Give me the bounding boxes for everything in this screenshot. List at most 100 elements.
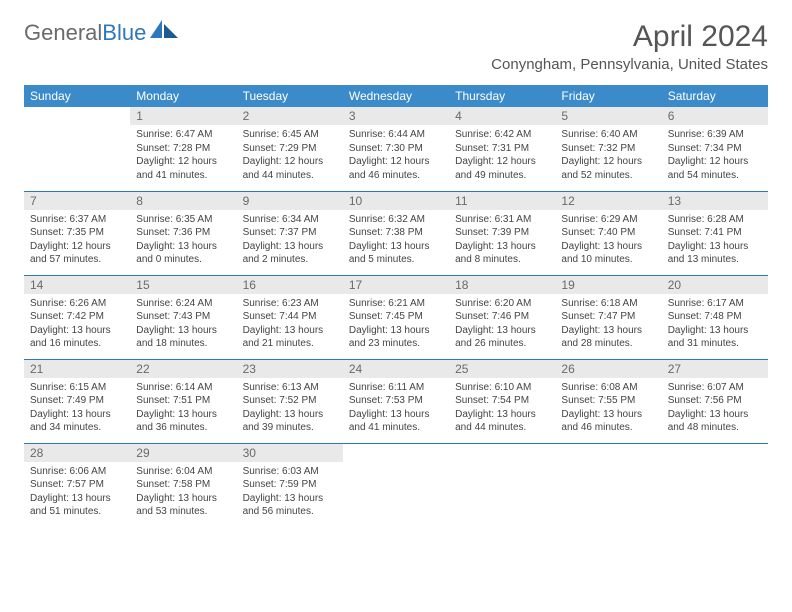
sunset-text: Sunset: 7:42 PM bbox=[30, 310, 124, 324]
sunrise-text: Sunrise: 6:47 AM bbox=[136, 128, 230, 142]
sunrise-text: Sunrise: 6:35 AM bbox=[136, 213, 230, 227]
day-number: 25 bbox=[449, 360, 555, 378]
sunset-text: Sunset: 7:56 PM bbox=[668, 394, 762, 408]
daylight-text: Daylight: 13 hours and 46 minutes. bbox=[561, 408, 655, 435]
calendar-day-cell: 23Sunrise: 6:13 AMSunset: 7:52 PMDayligh… bbox=[237, 359, 343, 443]
daylight-text: Daylight: 13 hours and 18 minutes. bbox=[136, 324, 230, 351]
day-number: 20 bbox=[662, 276, 768, 294]
sunrise-text: Sunrise: 6:32 AM bbox=[349, 213, 443, 227]
calendar-table: SundayMondayTuesdayWednesdayThursdayFrid… bbox=[24, 85, 768, 527]
daylight-text: Daylight: 13 hours and 21 minutes. bbox=[243, 324, 337, 351]
daylight-text: Daylight: 12 hours and 52 minutes. bbox=[561, 155, 655, 182]
brand-logo: GeneralBlue bbox=[24, 20, 178, 46]
day-details: Sunrise: 6:29 AMSunset: 7:40 PMDaylight:… bbox=[555, 210, 661, 271]
daylight-text: Daylight: 13 hours and 44 minutes. bbox=[455, 408, 549, 435]
sunset-text: Sunset: 7:32 PM bbox=[561, 142, 655, 156]
calendar-day-cell: 3Sunrise: 6:44 AMSunset: 7:30 PMDaylight… bbox=[343, 107, 449, 191]
day-details: Sunrise: 6:03 AMSunset: 7:59 PMDaylight:… bbox=[237, 462, 343, 523]
day-number: 28 bbox=[24, 444, 130, 462]
sunset-text: Sunset: 7:29 PM bbox=[243, 142, 337, 156]
daylight-text: Daylight: 13 hours and 8 minutes. bbox=[455, 240, 549, 267]
day-number: 18 bbox=[449, 276, 555, 294]
day-details: Sunrise: 6:34 AMSunset: 7:37 PMDaylight:… bbox=[237, 210, 343, 271]
calendar-day-cell: 5Sunrise: 6:40 AMSunset: 7:32 PMDaylight… bbox=[555, 107, 661, 191]
daylight-text: Daylight: 12 hours and 54 minutes. bbox=[668, 155, 762, 182]
day-details: Sunrise: 6:45 AMSunset: 7:29 PMDaylight:… bbox=[237, 125, 343, 186]
day-details: Sunrise: 6:23 AMSunset: 7:44 PMDaylight:… bbox=[237, 294, 343, 355]
calendar-day-cell: 7Sunrise: 6:37 AMSunset: 7:35 PMDaylight… bbox=[24, 191, 130, 275]
day-details: Sunrise: 6:40 AMSunset: 7:32 PMDaylight:… bbox=[555, 125, 661, 186]
day-details: Sunrise: 6:37 AMSunset: 7:35 PMDaylight:… bbox=[24, 210, 130, 271]
day-details: Sunrise: 6:06 AMSunset: 7:57 PMDaylight:… bbox=[24, 462, 130, 523]
day-number: 17 bbox=[343, 276, 449, 294]
sunrise-text: Sunrise: 6:20 AM bbox=[455, 297, 549, 311]
calendar-day-cell: 9Sunrise: 6:34 AMSunset: 7:37 PMDaylight… bbox=[237, 191, 343, 275]
calendar-day-cell: 14Sunrise: 6:26 AMSunset: 7:42 PMDayligh… bbox=[24, 275, 130, 359]
sail-icon bbox=[150, 20, 178, 38]
sunrise-text: Sunrise: 6:44 AM bbox=[349, 128, 443, 142]
daylight-text: Daylight: 13 hours and 0 minutes. bbox=[136, 240, 230, 267]
calendar-day-cell: 29Sunrise: 6:04 AMSunset: 7:58 PMDayligh… bbox=[130, 443, 236, 527]
calendar-day-cell: 25Sunrise: 6:10 AMSunset: 7:54 PMDayligh… bbox=[449, 359, 555, 443]
day-number: 7 bbox=[24, 192, 130, 210]
calendar-body: .1Sunrise: 6:47 AMSunset: 7:28 PMDayligh… bbox=[24, 107, 768, 527]
sunrise-text: Sunrise: 6:24 AM bbox=[136, 297, 230, 311]
sunset-text: Sunset: 7:41 PM bbox=[668, 226, 762, 240]
sunset-text: Sunset: 7:43 PM bbox=[136, 310, 230, 324]
daylight-text: Daylight: 12 hours and 49 minutes. bbox=[455, 155, 549, 182]
day-details: Sunrise: 6:17 AMSunset: 7:48 PMDaylight:… bbox=[662, 294, 768, 355]
sunrise-text: Sunrise: 6:39 AM bbox=[668, 128, 762, 142]
daylight-text: Daylight: 12 hours and 46 minutes. bbox=[349, 155, 443, 182]
daylight-text: Daylight: 13 hours and 5 minutes. bbox=[349, 240, 443, 267]
day-number: 27 bbox=[662, 360, 768, 378]
calendar-day-cell: . bbox=[555, 443, 661, 527]
day-details: Sunrise: 6:26 AMSunset: 7:42 PMDaylight:… bbox=[24, 294, 130, 355]
calendar-day-cell: 27Sunrise: 6:07 AMSunset: 7:56 PMDayligh… bbox=[662, 359, 768, 443]
day-number: 1 bbox=[130, 107, 236, 125]
sunrise-text: Sunrise: 6:06 AM bbox=[30, 465, 124, 479]
sunrise-text: Sunrise: 6:23 AM bbox=[243, 297, 337, 311]
sunset-text: Sunset: 7:34 PM bbox=[668, 142, 762, 156]
sunset-text: Sunset: 7:38 PM bbox=[349, 226, 443, 240]
weekday-header: Sunday bbox=[24, 85, 130, 107]
month-title: April 2024 bbox=[491, 20, 768, 54]
weekday-header: Friday bbox=[555, 85, 661, 107]
sunset-text: Sunset: 7:40 PM bbox=[561, 226, 655, 240]
day-number: 29 bbox=[130, 444, 236, 462]
sunset-text: Sunset: 7:36 PM bbox=[136, 226, 230, 240]
calendar-day-cell: 19Sunrise: 6:18 AMSunset: 7:47 PMDayligh… bbox=[555, 275, 661, 359]
sunset-text: Sunset: 7:28 PM bbox=[136, 142, 230, 156]
day-details: Sunrise: 6:18 AMSunset: 7:47 PMDaylight:… bbox=[555, 294, 661, 355]
calendar-day-cell: 30Sunrise: 6:03 AMSunset: 7:59 PMDayligh… bbox=[237, 443, 343, 527]
sunrise-text: Sunrise: 6:14 AM bbox=[136, 381, 230, 395]
sunset-text: Sunset: 7:35 PM bbox=[30, 226, 124, 240]
calendar-day-cell: 22Sunrise: 6:14 AMSunset: 7:51 PMDayligh… bbox=[130, 359, 236, 443]
day-number: 14 bbox=[24, 276, 130, 294]
day-details: Sunrise: 6:21 AMSunset: 7:45 PMDaylight:… bbox=[343, 294, 449, 355]
day-number: 6 bbox=[662, 107, 768, 125]
sunset-text: Sunset: 7:49 PM bbox=[30, 394, 124, 408]
calendar-day-cell: . bbox=[24, 107, 130, 191]
sunset-text: Sunset: 7:31 PM bbox=[455, 142, 549, 156]
page-header: GeneralBlue April 2024 Conyngham, Pennsy… bbox=[24, 20, 768, 73]
sunrise-text: Sunrise: 6:31 AM bbox=[455, 213, 549, 227]
daylight-text: Daylight: 13 hours and 26 minutes. bbox=[455, 324, 549, 351]
sunrise-text: Sunrise: 6:17 AM bbox=[668, 297, 762, 311]
day-number: 30 bbox=[237, 444, 343, 462]
calendar-day-cell: 13Sunrise: 6:28 AMSunset: 7:41 PMDayligh… bbox=[662, 191, 768, 275]
calendar-day-cell: 18Sunrise: 6:20 AMSunset: 7:46 PMDayligh… bbox=[449, 275, 555, 359]
daylight-text: Daylight: 13 hours and 39 minutes. bbox=[243, 408, 337, 435]
sunset-text: Sunset: 7:51 PM bbox=[136, 394, 230, 408]
sunrise-text: Sunrise: 6:13 AM bbox=[243, 381, 337, 395]
brand-part2: Blue bbox=[102, 20, 146, 45]
calendar-day-cell: . bbox=[449, 443, 555, 527]
sunrise-text: Sunrise: 6:03 AM bbox=[243, 465, 337, 479]
day-details: Sunrise: 6:20 AMSunset: 7:46 PMDaylight:… bbox=[449, 294, 555, 355]
daylight-text: Daylight: 13 hours and 48 minutes. bbox=[668, 408, 762, 435]
calendar-week-row: 21Sunrise: 6:15 AMSunset: 7:49 PMDayligh… bbox=[24, 359, 768, 443]
daylight-text: Daylight: 13 hours and 10 minutes. bbox=[561, 240, 655, 267]
sunrise-text: Sunrise: 6:29 AM bbox=[561, 213, 655, 227]
day-number: 3 bbox=[343, 107, 449, 125]
sunrise-text: Sunrise: 6:42 AM bbox=[455, 128, 549, 142]
day-details: Sunrise: 6:42 AMSunset: 7:31 PMDaylight:… bbox=[449, 125, 555, 186]
